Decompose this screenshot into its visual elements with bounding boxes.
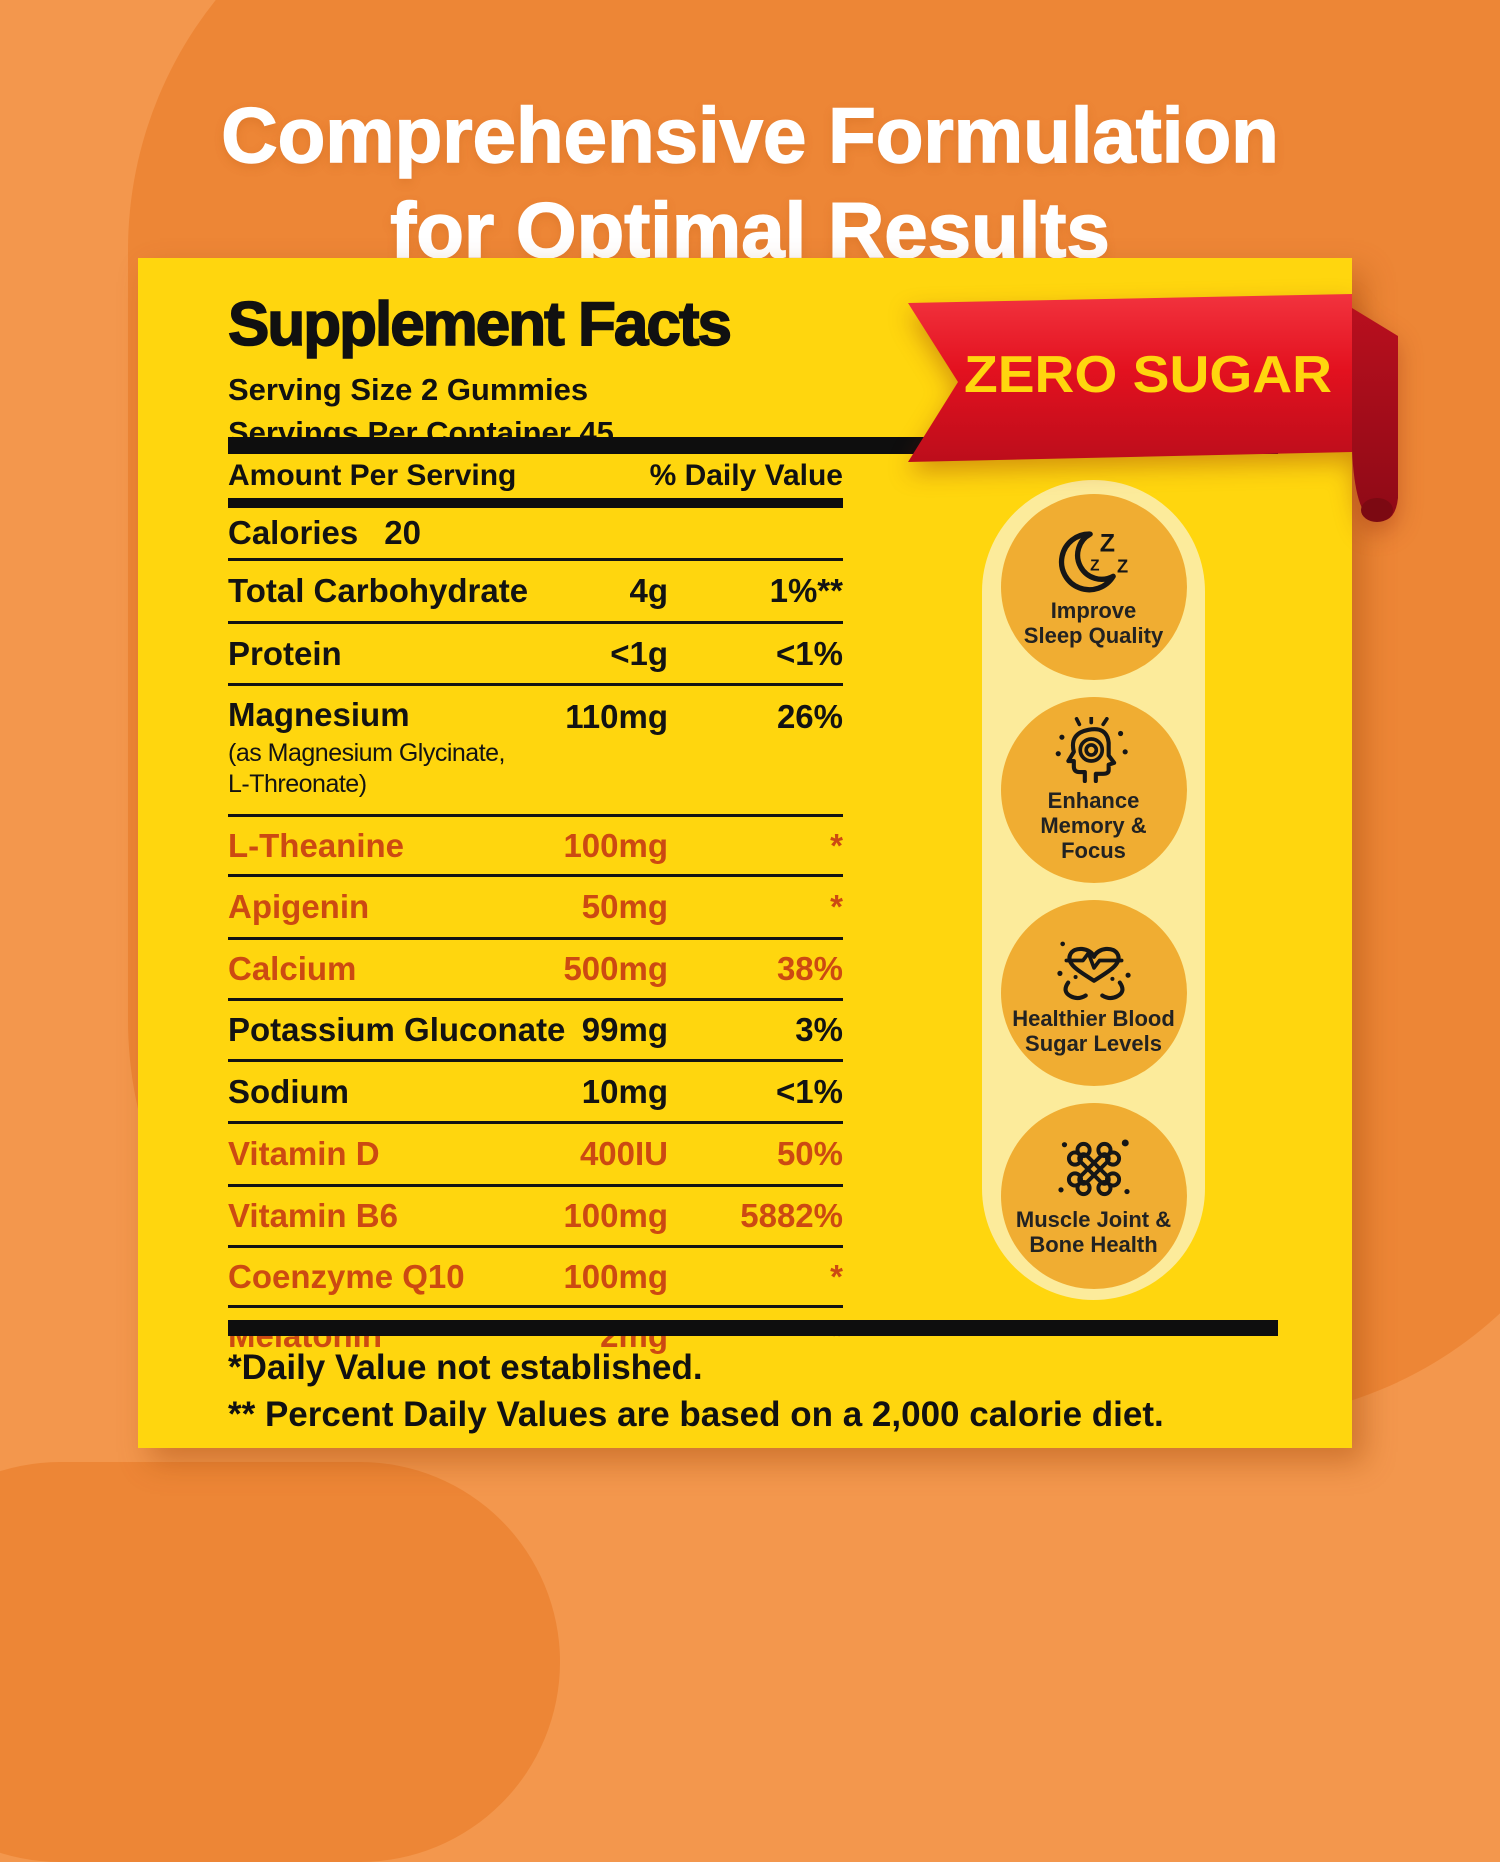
table-row: L-Theanine 100mg * <box>228 817 843 877</box>
row-name: Protein <box>228 634 342 672</box>
row-daily-value: 50% <box>776 1135 843 1172</box>
row-amount: 400IU <box>579 1135 668 1172</box>
row-daily-value: * <box>830 888 843 925</box>
supplement-facts-heading: Supplement Facts <box>227 290 733 359</box>
crossed-bones-icon <box>1057 1138 1130 1196</box>
benefit-improve-sleep: Z Z Z Improve Sleep Quality <box>1000 494 1187 680</box>
row-amount: 4g <box>629 572 668 609</box>
table-row: Vitamin D 400IU 50% <box>228 1124 843 1187</box>
moon-zzz-icon: Z Z Z <box>1058 529 1128 592</box>
row-daily-value: 5882% <box>740 1197 843 1234</box>
row-amount: <1g <box>610 634 668 672</box>
row-name: Magnesium <box>228 696 410 733</box>
heart-hands-icon <box>1056 941 1131 1000</box>
row-amount: 99mg <box>581 1011 668 1048</box>
benefit-label: Muscle Joint & Bone Health <box>1015 1206 1172 1257</box>
divider-thick-bottom <box>228 1320 1278 1336</box>
table-row: Calcium 500mg 38% <box>228 940 843 1001</box>
row-daily-value: <1% <box>776 1072 843 1110</box>
benefits-pill: Z Z Z Improve Sleep Quality Enhance Memo… <box>982 480 1205 1300</box>
zero-sugar-ribbon: ZERO SUGAR <box>908 294 1398 522</box>
row-name: Total Carbohydrate <box>228 572 529 609</box>
row-name: Potassium Gluconate <box>228 1011 566 1048</box>
background-blob-bottom <box>0 1462 560 1862</box>
benefit-label: Enhance Memory & Focus <box>1040 788 1147 863</box>
row-name: Vitamin D <box>228 1135 380 1172</box>
table-column-headers: Amount Per Serving % Daily Value <box>228 459 843 493</box>
ribbon-fold <box>1352 308 1398 522</box>
page-title: Comprehensive Formulation for Optimal Re… <box>0 88 1500 278</box>
brain-focus-icon <box>1055 717 1128 783</box>
table-row: Sodium 10mg <1% <box>228 1062 843 1124</box>
table-row: Apigenin 50mg * <box>228 877 843 940</box>
benefit-blood-sugar: Healthier Blood Sugar Levels <box>1000 900 1187 1086</box>
zero-sugar-label: ZERO SUGAR <box>964 346 1332 404</box>
facts-table: Calories 20 Total Carbohydrate 4g 1%** P… <box>228 508 843 1364</box>
row-daily-value: 38% <box>776 950 843 987</box>
benefit-bone-health: Muscle Joint & Bone Health <box>1000 1103 1187 1289</box>
row-amount: 100mg <box>563 826 668 864</box>
row-name: Coenzyme Q10 <box>228 1257 465 1295</box>
row-amount: 100mg <box>563 1257 668 1295</box>
table-row-calories: Calories 20 <box>228 508 843 561</box>
row-daily-value: * <box>830 1257 843 1295</box>
svg-text:Z: Z <box>1099 529 1114 557</box>
benefit-label: Improve Sleep Quality <box>1023 597 1164 648</box>
row-amount: 110mg <box>565 698 668 735</box>
table-row: Coenzyme Q10 100mg * <box>228 1248 843 1308</box>
ribbon-curl <box>1361 498 1393 522</box>
row-daily-value: <1% <box>776 634 843 672</box>
row-amount: 10mg <box>581 1072 668 1110</box>
ribbon-band <box>908 294 1352 462</box>
row-amount: 50mg <box>581 888 668 925</box>
table-row: Magnesium (as Magnesium Glycinate, L-Thr… <box>228 686 843 817</box>
calories-label: Calories <box>228 514 359 551</box>
table-row: Vitamin B6 100mg 5882% <box>228 1187 843 1248</box>
serving-info: Serving Size 2 Gummies Servings Per Cont… <box>228 368 614 454</box>
row-amount: 500mg <box>563 950 668 987</box>
row-daily-value: * <box>830 826 843 864</box>
table-row: Total Carbohydrate 4g 1%** <box>228 561 843 624</box>
benefit-memory-focus: Enhance Memory & Focus <box>1000 697 1187 883</box>
calories-value: 20 <box>384 514 421 551</box>
row-name: L-Theanine <box>228 826 405 864</box>
row-name: Calcium <box>228 950 357 987</box>
row-amount: 100mg <box>563 1197 668 1234</box>
benefit-label: Healthier Blood Sugar Levels <box>1012 1005 1175 1056</box>
table-row: Protein <1g <1% <box>228 624 843 686</box>
title-line-1: Comprehensive Formulation <box>221 91 1280 181</box>
serving-size: Serving Size 2 Gummies <box>228 372 589 407</box>
row-name: Apigenin <box>228 888 370 925</box>
col-amount-per-serving: Amount Per Serving <box>228 459 517 492</box>
footnote-percent-dv: ** Percent Daily Values are based on a 2… <box>228 1395 1164 1434</box>
col-daily-value: % Daily Value <box>649 459 843 492</box>
row-name: Vitamin B6 <box>228 1197 398 1234</box>
svg-text:Z: Z <box>1117 555 1128 576</box>
row-name: Sodium <box>228 1072 349 1110</box>
table-row: Potassium Gluconate 99mg 3% <box>228 1001 843 1062</box>
row-subname: (as Magnesium Glycinate, L-Threonate) <box>228 739 506 798</box>
row-daily-value: 26% <box>776 698 843 735</box>
footnotes: *Daily Value not established. ** Percent… <box>228 1344 1164 1438</box>
row-daily-value: 3% <box>795 1011 843 1048</box>
divider-under-headers <box>228 498 843 508</box>
svg-text:Z: Z <box>1090 557 1099 574</box>
row-daily-value: 1%** <box>769 572 843 609</box>
footnote-daily-value: *Daily Value not established. <box>228 1348 703 1387</box>
supplement-facts-panel: Supplement Facts Serving Size 2 Gummies … <box>138 258 1352 1448</box>
